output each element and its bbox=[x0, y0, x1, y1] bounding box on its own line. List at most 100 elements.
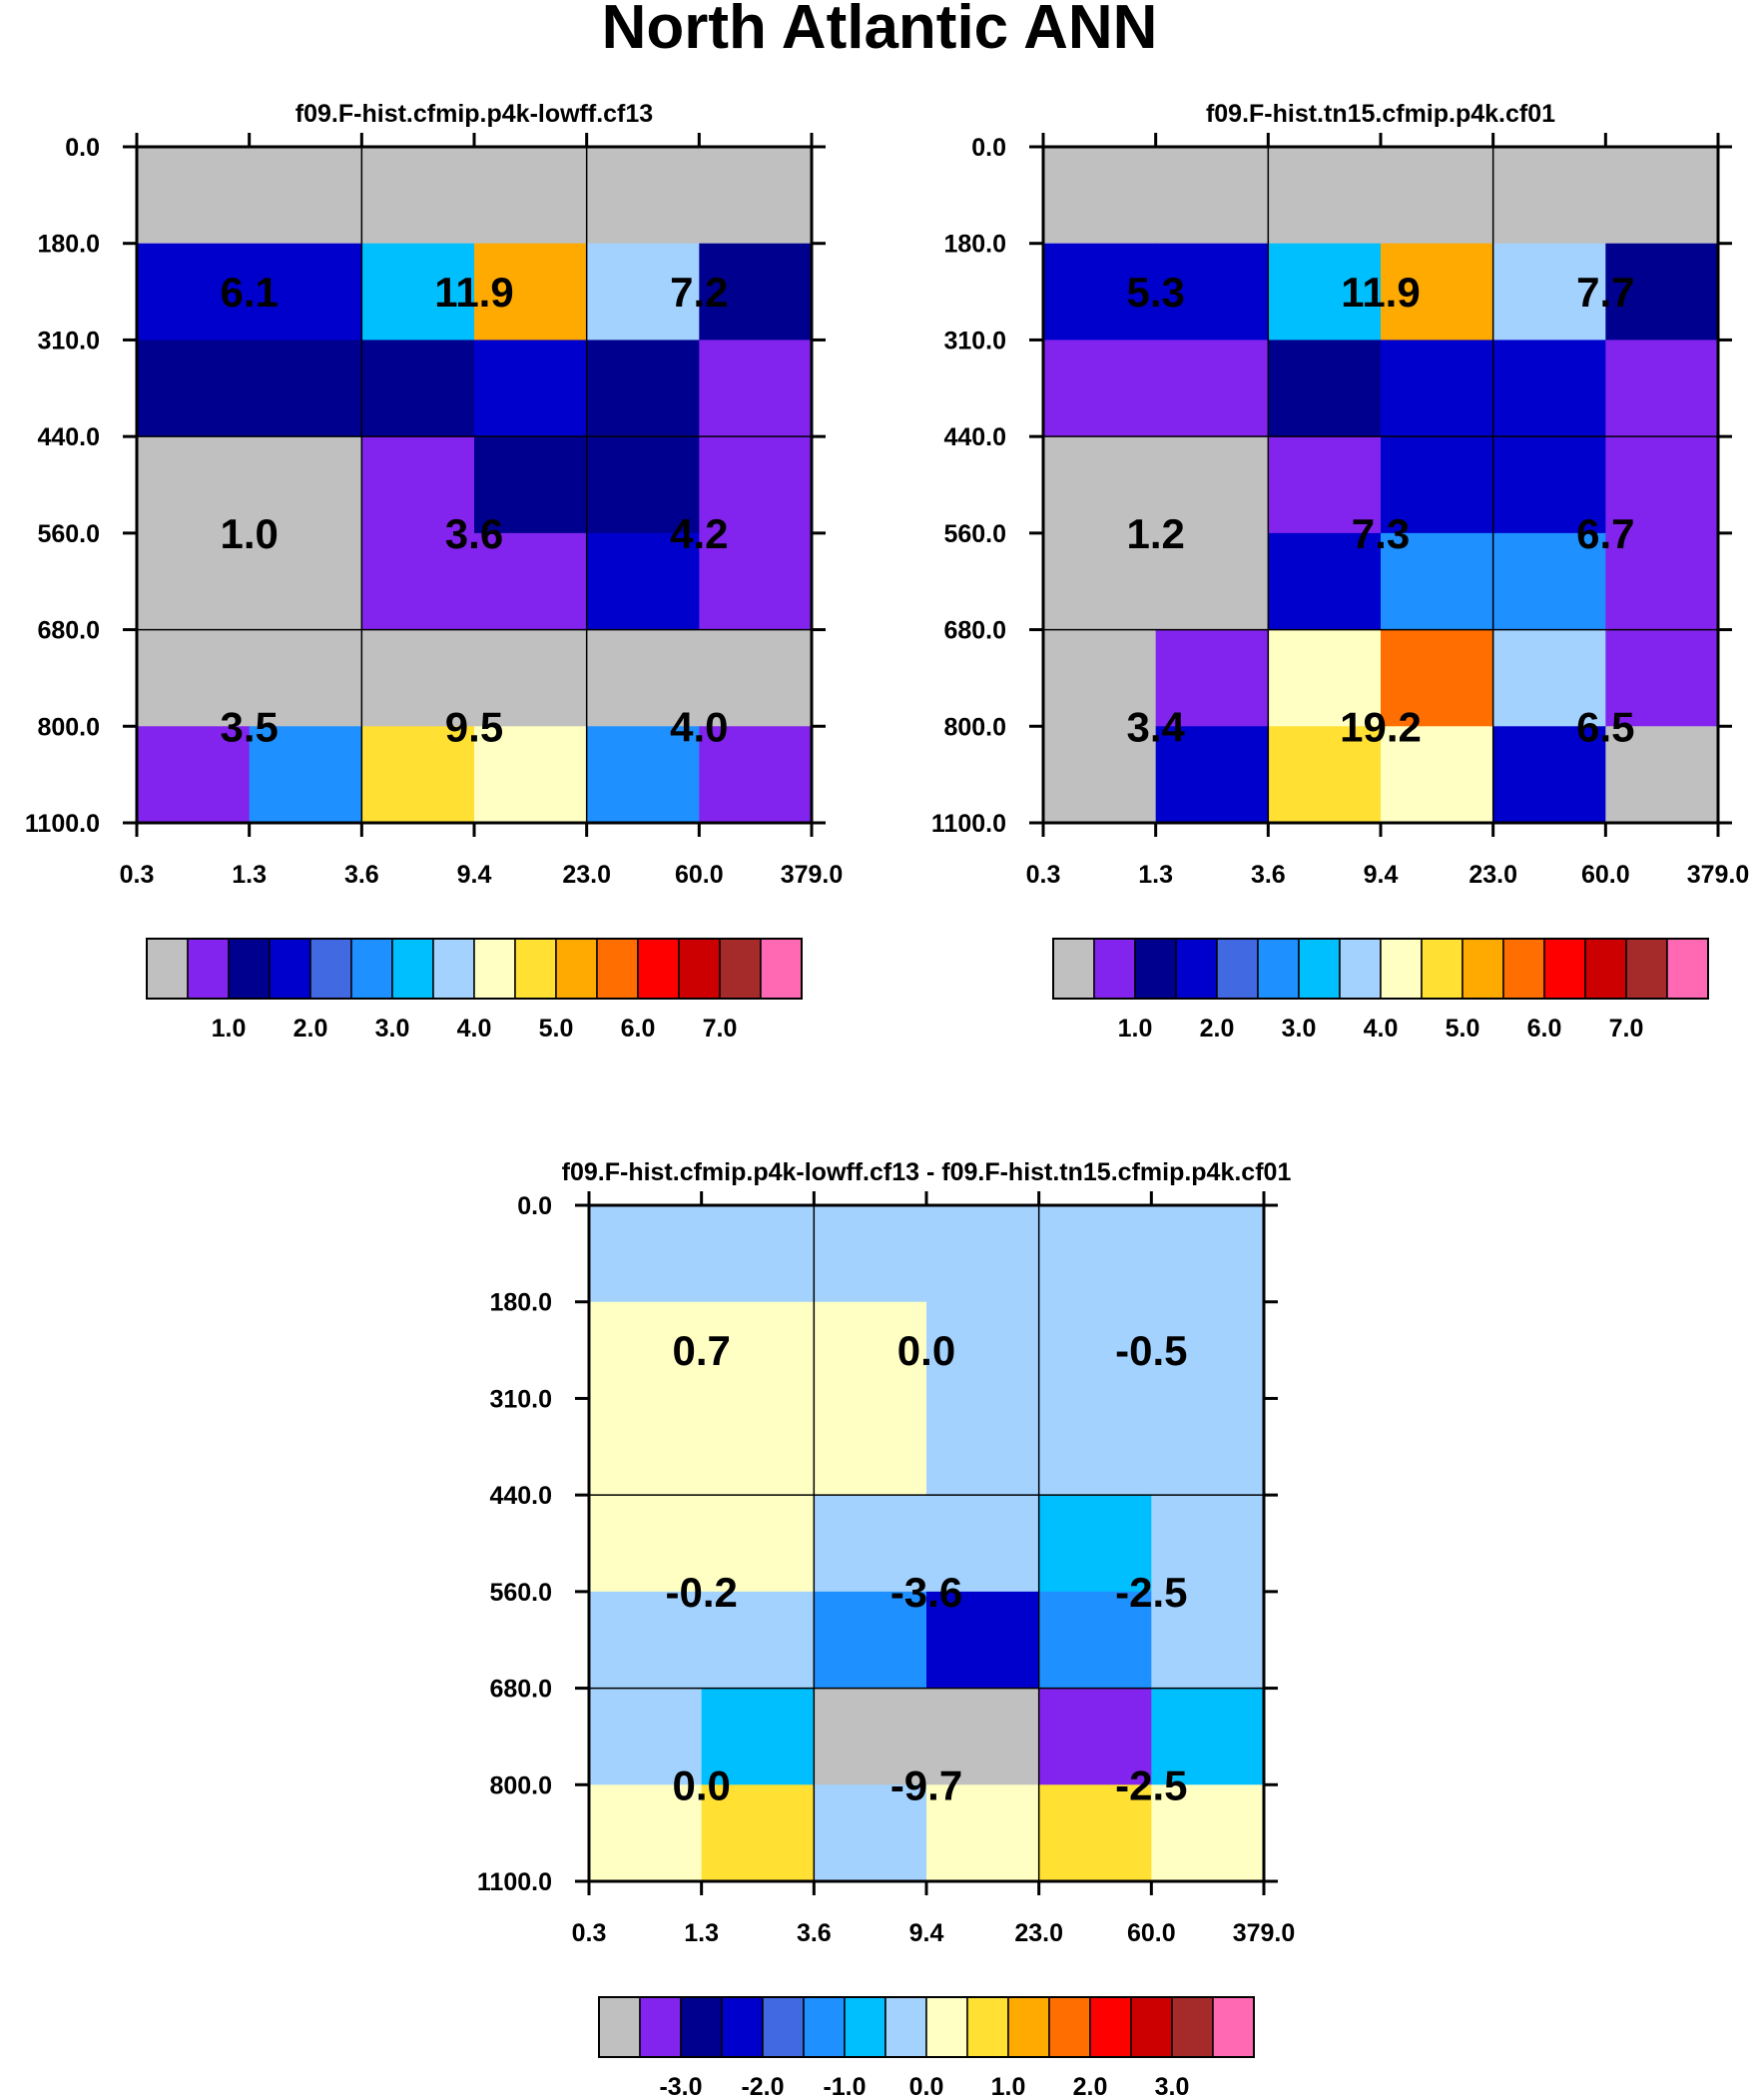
heatmap-cell bbox=[1038, 1398, 1152, 1496]
block-value-label: 0.0 bbox=[897, 1327, 955, 1374]
colorbar-tick-label: 5.0 bbox=[539, 1015, 574, 1043]
colorbar-swatch bbox=[1257, 938, 1300, 1000]
heatmap-cell bbox=[699, 340, 813, 437]
block-value-label: -0.2 bbox=[665, 1569, 737, 1616]
heatmap-cell bbox=[1492, 532, 1606, 631]
x-tick-label: 1.3 bbox=[1138, 861, 1173, 889]
colorbar-swatch bbox=[555, 938, 598, 1000]
colorbar-swatch bbox=[1543, 938, 1586, 1000]
block-value-labels: 0.7 0.0 -0.5 -0.2 -3.6 -2.5 0.0 -9.7 -2.5 bbox=[665, 1327, 1187, 1808]
colorbar-tick-label: 5.0 bbox=[1446, 1015, 1480, 1043]
colorbar-swatch bbox=[269, 938, 311, 1000]
colorbar-tick-label: 6.0 bbox=[621, 1015, 656, 1043]
heatmap-cell bbox=[926, 1301, 1040, 1400]
heatmap-cell bbox=[1038, 1301, 1152, 1400]
heatmap-cell bbox=[1381, 726, 1494, 824]
heatmap-cell bbox=[589, 1398, 703, 1496]
colorbar-swatch bbox=[680, 1996, 723, 2058]
heatmap-cell bbox=[1268, 436, 1382, 534]
heatmap-cell bbox=[1151, 1398, 1265, 1496]
heatmap-cell bbox=[474, 340, 588, 437]
heatmap-cell bbox=[1038, 1591, 1152, 1690]
heatmap-cell bbox=[701, 1301, 815, 1400]
heatmap-cell bbox=[137, 629, 251, 727]
panel-1: f09.F-hist.cfmip.p4k-lowff.cf13 0.0 180.0 3… bbox=[25, 100, 843, 1043]
colorbar-swatch bbox=[1380, 938, 1423, 1000]
heatmap-cell bbox=[474, 436, 588, 534]
y-tick-label: 0.0 bbox=[65, 134, 100, 162]
y-tick-label: 180.0 bbox=[489, 1289, 552, 1317]
colorbar-swatch bbox=[1421, 938, 1464, 1000]
heatmap-cell bbox=[1043, 436, 1157, 534]
heatmap-cell bbox=[1268, 340, 1382, 437]
colorbar-tick-label: 4.0 bbox=[1364, 1015, 1399, 1043]
heatmap-cell bbox=[926, 1205, 1040, 1303]
colorbar-swatch bbox=[1007, 1996, 1050, 2058]
panel-title: f09.F-hist.cfmip.p4k-lowff.cf13 bbox=[295, 100, 653, 128]
heatmap-cell bbox=[699, 243, 813, 342]
heatmap-cell bbox=[137, 243, 251, 342]
colorbar-swatch bbox=[1298, 938, 1341, 1000]
heatmap-cell bbox=[699, 436, 813, 534]
heatmap-cell bbox=[586, 532, 700, 631]
y-tick-label: 310.0 bbox=[37, 327, 100, 354]
colorbar-swatch bbox=[762, 1996, 805, 2058]
block-value-label: 6.7 bbox=[1576, 510, 1634, 557]
colorbar-tick-label: 1.0 bbox=[212, 1015, 247, 1043]
heatmap-cell bbox=[926, 1591, 1040, 1690]
heatmap-cell bbox=[586, 147, 700, 245]
colorbar-swatch bbox=[637, 938, 680, 1000]
heatmap-cell bbox=[1155, 726, 1269, 824]
heatmap-cells bbox=[137, 147, 813, 824]
heatmap-cell bbox=[474, 243, 588, 342]
heatmap-cell bbox=[249, 532, 362, 631]
x-axis: 0.3 1.3 3.6 9.4 23.0 60.0 379.0 bbox=[572, 1191, 1295, 1947]
colorbar-swatch bbox=[432, 938, 475, 1000]
y-tick-label: 560.0 bbox=[943, 520, 1006, 548]
block-grid bbox=[589, 1205, 1264, 1881]
x-axis: 0.3 1.3 3.6 9.4 23.0 60.0 379.0 bbox=[120, 133, 844, 889]
x-tick-label: 23.0 bbox=[562, 861, 611, 889]
heatmap-cell bbox=[814, 1495, 927, 1593]
x-tick-label: 60.0 bbox=[675, 861, 724, 889]
panel-3: f09.F-hist.cfmip.p4k-lowff.cf13 - f09.F-… bbox=[477, 1158, 1295, 2100]
heatmap-cell bbox=[1605, 243, 1719, 342]
colorbar-tick-label: 3.0 bbox=[375, 1015, 410, 1043]
panels: f09.F-hist.cfmip.p4k-lowff.cf13 0.0 180.0 3… bbox=[25, 100, 1749, 2100]
heatmap-cell bbox=[1605, 147, 1719, 245]
x-tick-label: 1.3 bbox=[232, 861, 267, 889]
heatmap-cell bbox=[1268, 243, 1382, 342]
heatmap-cell bbox=[1155, 629, 1269, 727]
x-tick-label: 3.6 bbox=[344, 861, 379, 889]
heatmap-cell bbox=[1155, 243, 1269, 342]
y-tick-label: 1100.0 bbox=[477, 1868, 552, 1896]
x-tick-label: 3.6 bbox=[797, 1919, 832, 1947]
heatmap-cell bbox=[1043, 532, 1157, 631]
colorbar-swatch bbox=[925, 1996, 968, 2058]
x-tick-label: 23.0 bbox=[1014, 1919, 1063, 1947]
heatmap-cell bbox=[589, 1784, 703, 1882]
colorbar-swatch bbox=[1089, 1996, 1132, 2058]
block-value-label: 11.9 bbox=[434, 269, 513, 316]
heatmap-cell bbox=[1043, 629, 1157, 727]
heatmap-cell bbox=[1381, 147, 1494, 245]
heatmap-cell bbox=[1381, 243, 1494, 342]
colorbar-swatch bbox=[1502, 938, 1545, 1000]
x-tick-label: 379.0 bbox=[781, 861, 844, 889]
block-grid bbox=[137, 147, 812, 823]
x-tick-label: 9.4 bbox=[1364, 861, 1399, 889]
colorbar-swatch bbox=[1339, 938, 1382, 1000]
block-value-label: 1.2 bbox=[1126, 510, 1184, 557]
heatmap-cell bbox=[1268, 629, 1382, 727]
colorbar-swatch bbox=[391, 938, 434, 1000]
block-value-label: 3.5 bbox=[220, 703, 278, 750]
colorbar-swatch bbox=[1584, 938, 1627, 1000]
colorbar: 1.0 2.0 3.0 4.0 5.0 6.0 7.0 bbox=[1052, 938, 1709, 1043]
colorbar-swatch bbox=[721, 1996, 764, 2058]
heatmap-cell bbox=[1492, 726, 1606, 824]
heatmap-cell bbox=[1492, 243, 1606, 342]
heatmap-cell bbox=[1492, 436, 1606, 534]
y-tick-label: 180.0 bbox=[37, 231, 100, 259]
y-axis: 0.0 180.0 310.0 440.0 560.0 680.0 800.0 1100.0 bbox=[931, 134, 1732, 838]
